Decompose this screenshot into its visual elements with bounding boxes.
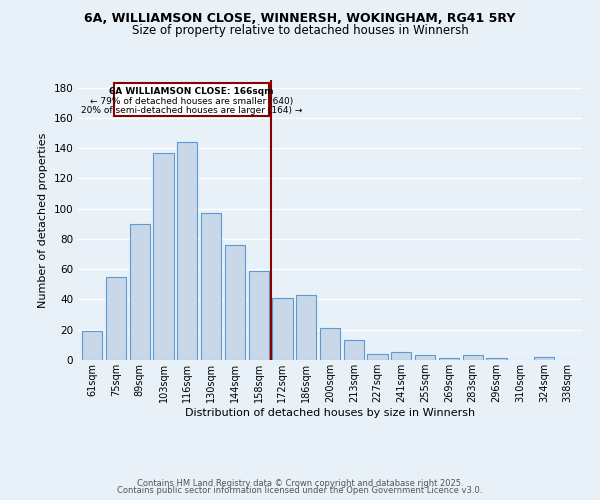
Bar [177, 142, 197, 360]
Text: Contains HM Land Registry data © Crown copyright and database right 2025.: Contains HM Land Registry data © Crown c… [137, 478, 463, 488]
Bar [534, 357, 554, 360]
X-axis label: Distribution of detached houses by size in Winnersh: Distribution of detached houses by size … [185, 408, 475, 418]
Bar [272, 298, 293, 360]
Bar [82, 331, 103, 360]
Bar [439, 358, 459, 360]
Text: 6A WILLIAMSON CLOSE: 166sqm: 6A WILLIAMSON CLOSE: 166sqm [109, 87, 274, 96]
Bar [296, 295, 316, 360]
Bar [106, 277, 126, 360]
Text: 6A, WILLIAMSON CLOSE, WINNERSH, WOKINGHAM, RG41 5RY: 6A, WILLIAMSON CLOSE, WINNERSH, WOKINGHA… [85, 12, 515, 26]
Bar [463, 356, 483, 360]
FancyBboxPatch shape [113, 83, 269, 116]
Bar [320, 328, 340, 360]
Bar [415, 356, 435, 360]
Bar [391, 352, 412, 360]
Bar [344, 340, 364, 360]
Bar [201, 213, 221, 360]
Bar [487, 358, 506, 360]
Text: ← 79% of detached houses are smaller (640): ← 79% of detached houses are smaller (64… [90, 96, 293, 106]
Bar [130, 224, 150, 360]
Bar [225, 245, 245, 360]
Bar [154, 152, 173, 360]
Y-axis label: Number of detached properties: Number of detached properties [38, 132, 48, 308]
Text: Contains public sector information licensed under the Open Government Licence v3: Contains public sector information licen… [118, 486, 482, 495]
Bar [248, 270, 269, 360]
Bar [367, 354, 388, 360]
Text: 20% of semi-detached houses are larger (164) →: 20% of semi-detached houses are larger (… [81, 106, 302, 114]
Text: Size of property relative to detached houses in Winnersh: Size of property relative to detached ho… [131, 24, 469, 37]
